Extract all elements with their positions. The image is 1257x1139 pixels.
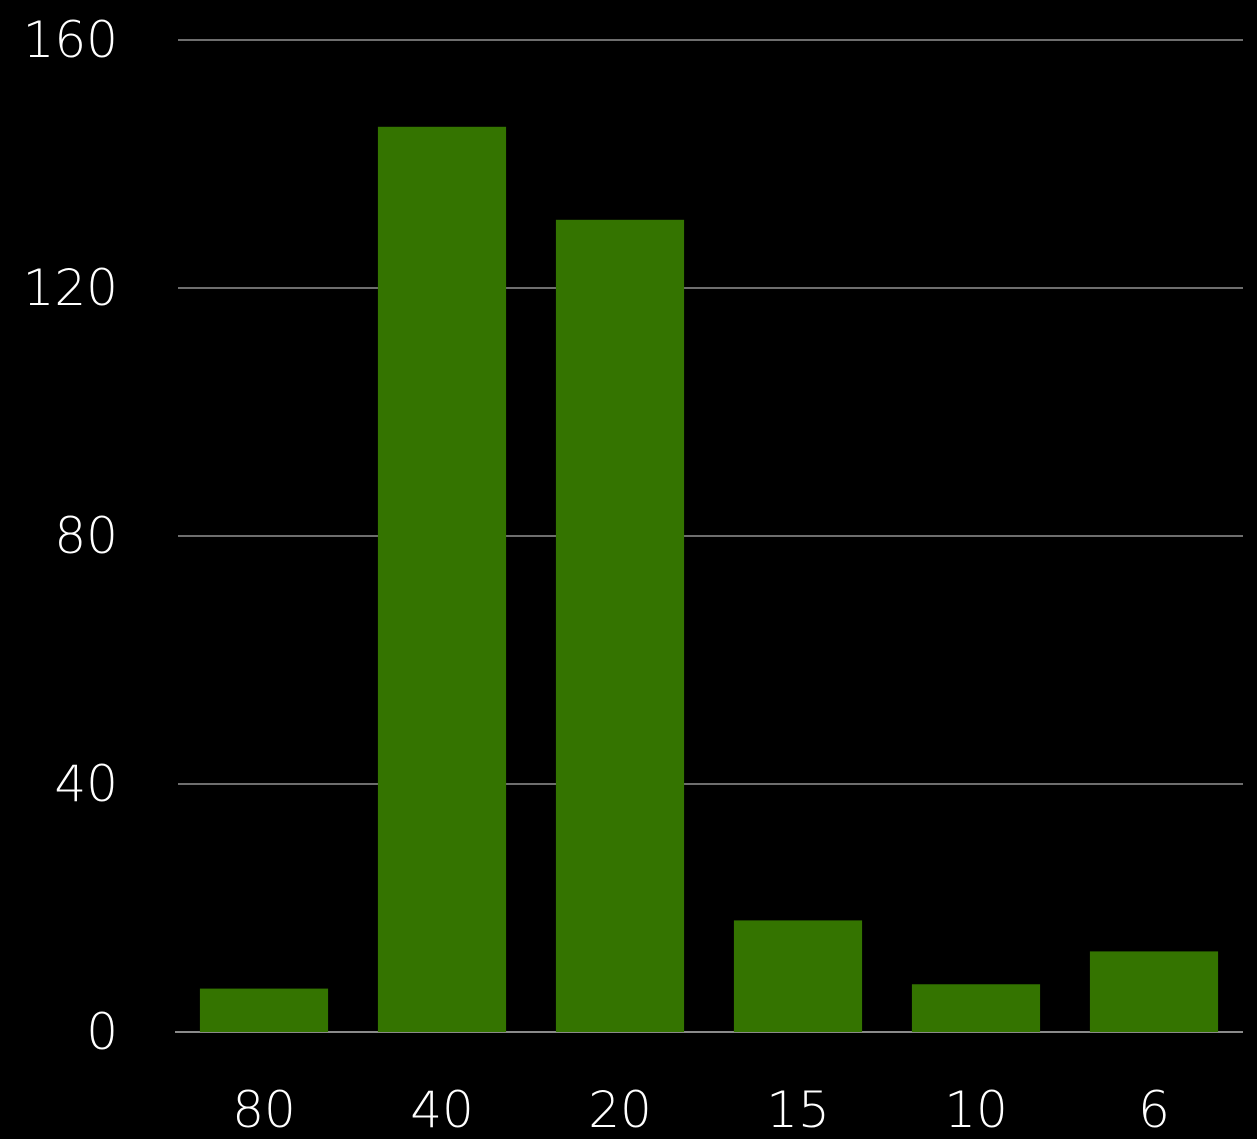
y-tick-label: 160 — [23, 11, 118, 69]
y-tick-label: 80 — [54, 507, 118, 565]
bar-6 — [1089, 951, 1219, 1032]
bar-15 — [733, 920, 863, 1032]
x-axis-ticks: 80 40 20 15 10 6 — [232, 1081, 1170, 1139]
bars — [199, 126, 1219, 1033]
bar-10 — [911, 984, 1041, 1032]
x-tick-label: 20 — [588, 1081, 652, 1139]
bar-40 — [377, 126, 507, 1033]
y-tick-label: 40 — [54, 755, 118, 813]
grid-lines — [175, 39, 1243, 1033]
y-tick-label: 120 — [23, 259, 118, 317]
y-axis-ticks: 0 40 80 120 160 — [23, 11, 118, 1061]
bar-80 — [199, 988, 329, 1032]
x-tick-label: 6 — [1138, 1081, 1170, 1139]
bar-20 — [555, 219, 685, 1033]
y-tick-label: 0 — [86, 1003, 118, 1061]
x-tick-label: 40 — [410, 1081, 474, 1139]
x-tick-label: 10 — [944, 1081, 1008, 1139]
x-tick-label: 80 — [232, 1081, 296, 1139]
x-tick-label: 15 — [766, 1081, 830, 1139]
